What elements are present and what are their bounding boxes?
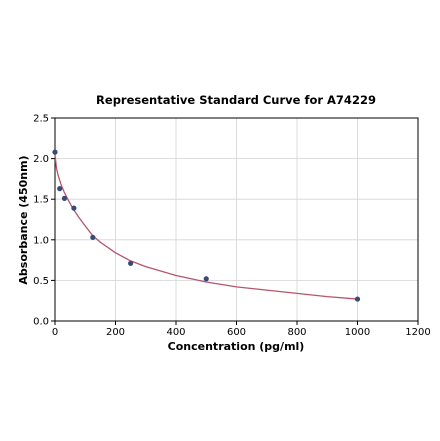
y-tick-label: 1.0 [33,235,49,246]
y-tick-label: 1.5 [33,195,49,206]
y-axis-ticks: 0.0 0.5 1.0 1.5 2.0 2.5 [33,114,55,328]
data-point [61,195,68,201]
y-axis-label: Absorbance (450nm) [17,155,30,284]
grid-lines [54,117,419,322]
x-tick-label: 0 [52,327,58,338]
x-tick-label: 400 [166,327,185,338]
y-tick-label: 0.5 [33,276,49,287]
x-tick-label: 1200 [405,327,430,338]
fit-curve-line [54,154,358,300]
x-axis-ticks: 0 200 400 600 800 1000 1200 [52,321,431,338]
y-tick-label: 2.5 [33,114,49,125]
x-tick-label: 600 [227,327,246,338]
data-point [354,296,361,302]
chart-title: Representative Standard Curve for A74229 [96,93,376,107]
y-tick-label: 2.0 [33,154,49,165]
data-point [90,234,96,240]
data-point [57,186,63,192]
x-tick-label: 800 [287,327,306,338]
data-point [52,149,58,155]
x-tick-label: 1000 [345,327,370,338]
data-points [52,149,361,302]
x-axis-label: Concentration (pg/ml) [168,340,305,353]
data-point [128,260,134,266]
x-tick-label: 200 [106,327,125,338]
data-point [203,276,209,282]
y-tick-label: 0.0 [33,317,49,328]
data-point [71,205,77,211]
